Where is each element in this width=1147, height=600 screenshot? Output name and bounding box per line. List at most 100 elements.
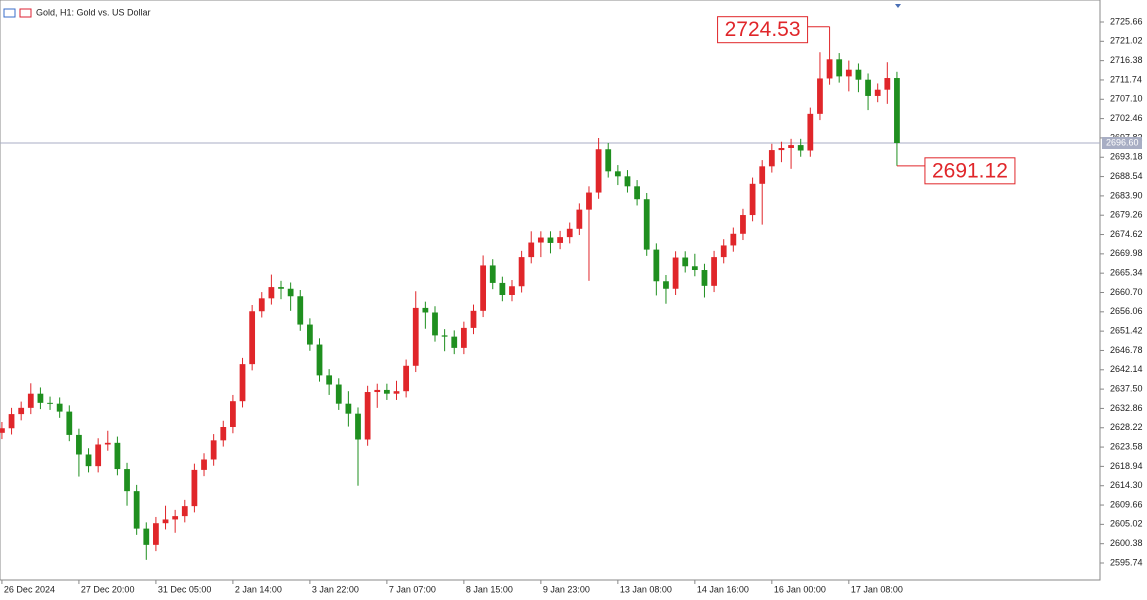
candle-body <box>181 506 188 517</box>
y-tick-label: 2609.66 <box>1110 499 1143 509</box>
candle-body <box>249 311 256 365</box>
y-tick-label: 2628.22 <box>1110 422 1143 432</box>
candle-body <box>297 296 304 325</box>
y-tick-label: 2725.66 <box>1110 16 1143 26</box>
y-tick-label: 2716.38 <box>1110 55 1143 65</box>
x-tick-label: 26 Dec 2024 <box>4 584 55 594</box>
candle-body <box>278 287 284 289</box>
y-tick-label: 2600.38 <box>1110 538 1143 548</box>
candle-body <box>691 266 698 271</box>
x-tick-label: 31 Dec 05:00 <box>158 584 212 594</box>
candle-body <box>37 393 44 403</box>
candle-body <box>663 281 669 289</box>
candle-body <box>441 335 448 337</box>
candle-body <box>239 364 246 402</box>
candle-body <box>557 237 563 243</box>
candle-body <box>701 270 708 286</box>
y-tick-label: 2651.42 <box>1110 326 1143 336</box>
candle-body <box>605 149 612 172</box>
candle-body <box>210 440 217 460</box>
y-tick-label: 2637.50 <box>1110 383 1143 393</box>
y-tick-label: 2632.86 <box>1110 403 1143 413</box>
candle-body <box>807 113 814 151</box>
y-tick-label: 2646.78 <box>1110 345 1143 355</box>
y-tick-label: 2660.70 <box>1110 287 1143 297</box>
candle-body <box>595 149 602 193</box>
candle-body <box>85 454 92 467</box>
candle-body <box>27 393 34 408</box>
candle-body <box>547 237 554 243</box>
candle-body <box>393 391 400 394</box>
candle-body <box>720 245 727 258</box>
candle-body <box>768 150 775 167</box>
candle-body <box>374 389 381 393</box>
candle-body <box>258 298 265 312</box>
candle-body <box>383 389 390 394</box>
candle-body <box>788 145 794 148</box>
candle-body <box>0 428 5 433</box>
y-tick-label: 2618.94 <box>1110 461 1143 471</box>
plot-area <box>0 0 1101 581</box>
y-tick-label: 2623.58 <box>1110 441 1143 451</box>
y-tick-label: 2707.10 <box>1110 94 1143 104</box>
annotation-box <box>924 157 1016 185</box>
candle-body <box>201 459 207 470</box>
x-tick-label: 3 Jan 22:00 <box>312 584 359 594</box>
y-tick-label: 2665.34 <box>1110 268 1143 278</box>
x-tick-label: 7 Jan 07:00 <box>389 584 436 594</box>
x-tick-label: 2 Jan 14:00 <box>235 584 282 594</box>
y-tick-label: 2605.02 <box>1110 519 1143 529</box>
candle-body <box>740 215 746 234</box>
candle-body <box>287 288 294 297</box>
candle-body <box>104 442 111 445</box>
candle-body <box>47 402 53 404</box>
candle-body <box>470 310 477 328</box>
candle-body <box>586 192 592 210</box>
candle-body <box>817 78 823 114</box>
candle-body <box>230 401 236 428</box>
candle-body <box>268 287 275 299</box>
candle-body <box>778 147 785 151</box>
y-tick-label: 2702.46 <box>1110 113 1143 123</box>
y-tick-label: 2656.06 <box>1110 306 1143 316</box>
candle-body <box>56 403 63 412</box>
candle-body <box>537 237 544 243</box>
candle-body <box>220 427 227 441</box>
candle-body <box>826 59 833 79</box>
candle-body <box>18 407 25 415</box>
candle-body <box>509 286 515 295</box>
candle-body <box>576 209 583 229</box>
marker <box>895 4 901 8</box>
x-tick-label: 27 Dec 20:00 <box>81 584 135 594</box>
candle-body <box>345 403 352 414</box>
x-tick-label: 17 Jan 08:00 <box>851 584 903 594</box>
candle-body <box>162 519 169 524</box>
y-tick-label: 2711.74 <box>1110 74 1142 84</box>
candle-body <box>172 516 179 520</box>
x-tick-label: 8 Jan 15:00 <box>466 584 513 594</box>
y-tick-label: 2679.26 <box>1110 210 1143 220</box>
candle-body <box>874 89 881 96</box>
candle-body <box>480 265 487 311</box>
candle-body <box>316 344 323 376</box>
candle-body <box>489 265 496 283</box>
candle-body <box>634 186 640 200</box>
y-tick-label: 2688.54 <box>1110 171 1143 181</box>
candle-body <box>894 78 900 144</box>
candle-body <box>643 199 650 250</box>
candle-body <box>730 233 737 246</box>
chart-title: Gold, H1: Gold vs. US Dollar <box>36 7 151 17</box>
candle-body <box>306 324 313 345</box>
candle-body <box>653 249 660 282</box>
y-tick-label: 2669.98 <box>1110 248 1143 258</box>
y-tick-label: 2693.18 <box>1110 152 1143 162</box>
x-tick-label: 16 Jan 00:00 <box>774 584 826 594</box>
candle-body <box>412 307 419 366</box>
candle-body <box>451 336 458 348</box>
candle-body <box>499 282 506 295</box>
candle-body <box>114 442 121 470</box>
y-tick-label: 2683.90 <box>1110 190 1143 200</box>
y-tick-label: 2721.02 <box>1110 36 1143 46</box>
